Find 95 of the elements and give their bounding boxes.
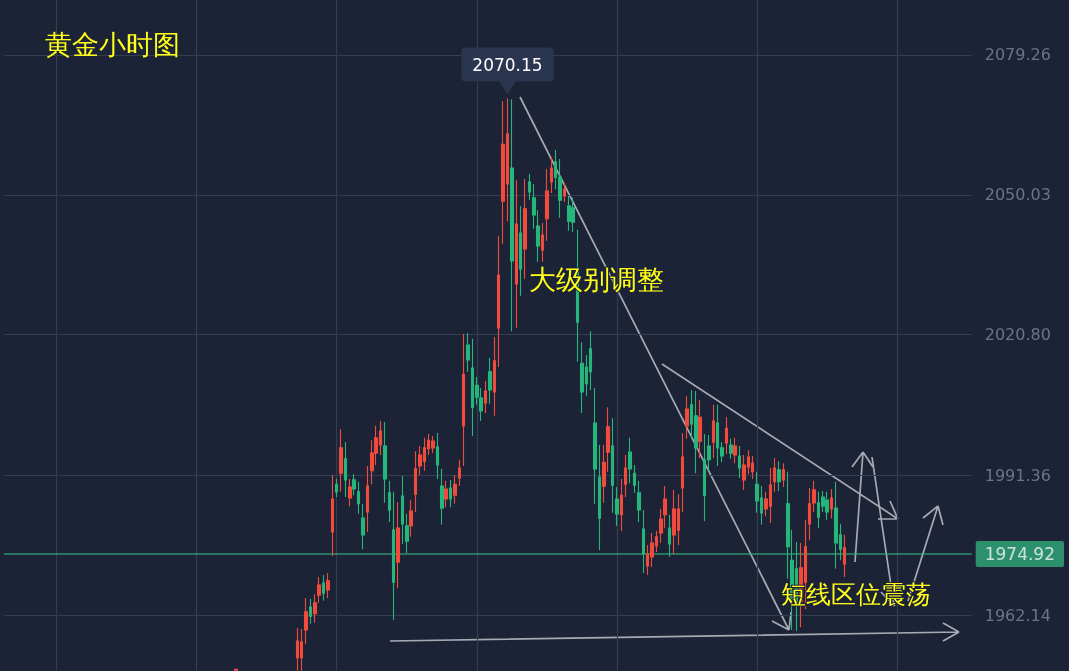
candlestick [724,416,729,455]
candlestick [522,178,528,280]
candlestick [680,432,685,513]
candlestick [518,205,523,297]
candlestick [395,501,401,589]
candlestick [684,395,690,440]
candlestick [325,572,331,599]
candlestick [824,491,830,521]
candlestick [430,435,436,454]
candlestick [566,195,572,232]
candlestick [492,336,497,417]
candlestick [404,513,410,554]
candlestick [452,474,458,505]
candlestick [671,489,677,555]
candlestick [614,486,620,527]
candlestick [781,462,786,488]
candlestick [443,480,449,508]
candlestick [816,491,821,529]
candlestick [728,438,734,460]
candlestick [570,197,576,233]
candlestick [641,509,646,574]
candlestick [483,380,488,414]
candlestick [496,235,501,368]
candlestick [360,503,366,550]
candlestick [465,332,471,373]
candlestick [693,390,699,474]
candlestick [308,598,313,625]
candlestick [597,444,602,551]
candlestick [338,428,344,493]
candlestick [487,357,493,405]
candlestick [544,168,550,242]
ref-line-label: 1974.92 [984,543,1056,564]
candlestick [387,480,392,523]
candlestick [500,100,506,245]
candlestick [579,341,585,414]
candlestick [527,173,532,201]
y-tick-label: 1962.14 [984,605,1051,625]
candlestick [413,450,418,513]
candlestick [448,479,453,508]
candlestick [303,597,309,645]
candlestick [811,480,817,513]
y-tick-label: 2050.03 [984,185,1051,205]
candlestick [627,437,633,484]
candlestick [514,179,519,329]
candlestick [623,454,628,498]
candlestick [737,445,742,479]
candlestick [408,499,414,538]
y-tick-label: 1991.36 [984,465,1051,485]
candlestick [632,464,637,494]
candlestick [833,481,839,570]
candlestick [382,421,388,504]
candlestick [400,475,405,545]
candlestick [299,628,304,671]
candlestick [439,468,445,526]
candlestick [321,574,326,602]
candlestick [711,404,716,459]
candlestick [768,467,773,524]
candlestick [592,387,598,505]
candlestick [470,338,475,437]
candlestick [391,491,396,621]
candlestick [540,222,545,263]
candlestick [549,156,554,194]
candlestick [351,473,357,496]
candlestick [741,454,747,491]
candlestick [829,488,834,519]
candlestick [295,627,300,671]
candlestick [461,333,466,467]
candlestick [776,460,782,492]
candlestick [435,432,440,480]
y-tick-label: 2079.26 [984,45,1051,65]
candlestick [509,98,515,332]
candlestick [347,478,353,507]
annotation: 2070.15 [472,55,543,76]
candlestick [842,534,847,578]
y-tick-label: 2020.80 [984,325,1051,345]
candlestick [807,487,812,541]
candlestick [457,459,462,487]
candlestick [233,668,239,671]
candlestick [334,478,339,498]
candlestick [697,399,703,459]
candlestick [702,433,707,522]
candlestick [732,437,738,464]
candlestick [365,465,370,533]
candlestick [610,417,615,514]
candlestick [356,481,361,515]
candlestick [422,437,427,472]
candlestick [772,457,777,493]
candlestick [562,182,567,203]
candlestick [715,404,720,467]
text: 黄金小时图 [45,29,180,60]
candlestick [636,480,642,523]
candlestick [343,441,348,498]
candlestick [330,474,335,557]
candlestick [667,514,672,558]
candlestick [619,478,624,532]
